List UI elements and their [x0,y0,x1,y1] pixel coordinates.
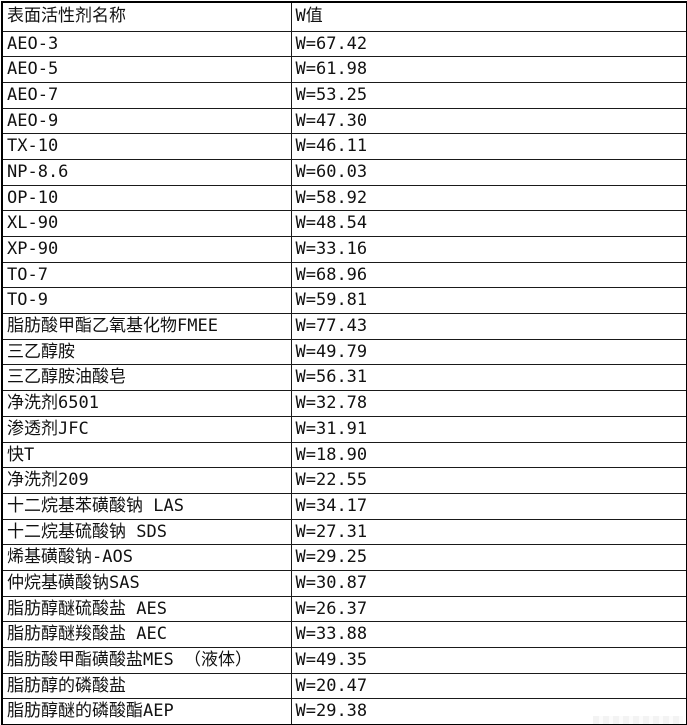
cell-value: W=49.35 [290,647,687,674]
table-row: AEO-7 W=53.25 [1,81,687,109]
cell-name: TO-7 [1,261,292,289]
header-row: 表面活性剂名称 W值 [1,1,687,32]
table-row: TO-7 W=68.96 [1,261,687,289]
table-row: NP-8.6 W=60.03 [1,158,687,186]
table-row: 净洗剂209 W=22.55 [1,467,687,494]
cell-value: W=53.25 [290,81,687,109]
cell-name: 三乙醇胺油酸皂 [1,364,292,392]
table-row: XP-90 W=33.16 [1,236,687,263]
table-row: TX-10 W=46.11 [1,133,687,160]
cell-name: 脂肪酸甲酯磺酸盐MES （液体） [1,647,292,674]
cell-value: W=59.81 [290,287,687,315]
cell-name: TX-10 [1,133,292,160]
table-row: OP-10 W=58.92 [1,184,687,212]
cell-name: 脂肪醇醚硫酸盐 AES [1,595,292,623]
cell-value: W=31.91 [290,415,687,443]
table-row: 仲烷基磺酸钠SAS W=30.87 [1,569,687,597]
cell-name: 快T [1,441,292,469]
cell-name: 十二烷基苯磺酸钠 LAS [1,492,292,520]
table-row: 烯基磺酸钠-AOS W=29.25 [1,544,687,571]
cell-name: 三乙醇胺 [1,338,292,366]
table-row: 脂肪醇的磷酸盐 W=20.47 [1,672,687,700]
cell-value: W=18.90 [290,441,687,469]
cell-value: W=34.17 [290,492,687,520]
cell-name: 渗透剂JFC [1,415,292,443]
cell-value: W=33.16 [290,236,687,263]
cell-name: XL-90 [1,210,292,237]
table-row: 脂肪醇醚硫酸盐 AES W=26.37 [1,595,687,623]
table-row: 十二烷基苯磺酸钠 LAS W=34.17 [1,492,687,520]
cell-value: W=60.03 [290,158,687,186]
table-row: 脂肪醇醚羧酸盐 AEC W=33.88 [1,621,687,648]
table-row: AEO-5 W=61.98 [1,56,687,83]
cell-name: NP-8.6 [1,158,292,186]
cell-name: AEO-3 [1,30,292,58]
cell-name: 净洗剂209 [1,467,292,494]
cell-value: W=30.87 [290,569,687,597]
table-row: XL-90 W=48.54 [1,210,687,237]
cell-name: 脂肪醇醚的磷酸酯AEP [1,698,292,725]
cell-name: AEO-5 [1,56,292,83]
cell-name: 脂肪醇的磷酸盐 [1,672,292,700]
table-body: AEO-3 W=67.42 AEO-5 W=61.98 AEO-7 W=53.2… [1,30,687,725]
cell-value: W=26.37 [290,595,687,623]
cell-name: 十二烷基硫酸钠 SDS [1,518,292,546]
table-row: 快T W=18.90 [1,441,687,469]
cell-value: W=61.98 [290,56,687,83]
table-row: 脂肪醇醚的磷酸酯AEP W=29.38 [1,698,687,725]
table-row: 净洗剂6501 W=32.78 [1,390,687,417]
cell-value: W=48.54 [290,210,687,237]
table-row: TO-9 W=59.81 [1,287,687,315]
table-row: AEO-3 W=67.42 [1,30,687,58]
header-cell-surfactant-name: 表面活性剂名称 [1,1,292,32]
cell-value: W=46.11 [290,133,687,160]
cell-name: 脂肪醇醚羧酸盐 AEC [1,621,292,648]
cell-name: 脂肪酸甲酯乙氧基化物FMEE [1,313,292,340]
cell-value: W=32.78 [290,390,687,417]
cell-name: AEO-9 [1,107,292,135]
table-row: 三乙醇胺 W=49.79 [1,338,687,366]
cell-name: 烯基磺酸钠-AOS [1,544,292,571]
cell-name: XP-90 [1,236,292,263]
table-row: 脂肪酸甲酯磺酸盐MES （液体） W=49.35 [1,647,687,674]
table-row: 渗透剂JFC W=31.91 [1,415,687,443]
cell-value: W=22.55 [290,467,687,494]
cell-value: W=56.31 [290,364,687,392]
cell-name: TO-9 [1,287,292,315]
table-row: 脂肪酸甲酯乙氧基化物FMEE W=77.43 [1,313,687,340]
cell-value: W=67.42 [290,30,687,58]
cell-name: OP-10 [1,184,292,212]
table-row: 三乙醇胺油酸皂 W=56.31 [1,364,687,392]
cell-value: W=29.38 [290,698,687,725]
cell-value: W=29.25 [290,544,687,571]
header-cell-w-value: W值 [290,1,687,32]
cell-name: 仲烷基磺酸钠SAS [1,569,292,597]
cell-value: W=20.47 [290,672,687,700]
cell-value: W=68.96 [290,261,687,289]
cell-name: 净洗剂6501 [1,390,292,417]
table-row: 十二烷基硫酸钠 SDS W=27.31 [1,518,687,546]
cell-value: W=58.92 [290,184,687,212]
cell-value: W=49.79 [290,338,687,366]
table-header: 表面活性剂名称 W值 [1,1,687,32]
cell-value: W=77.43 [290,313,687,340]
table-row: AEO-9 W=47.30 [1,107,687,135]
cell-value: W=27.31 [290,518,687,546]
cell-value: W=33.88 [290,621,687,648]
cell-name: AEO-7 [1,81,292,109]
cell-value: W=47.30 [290,107,687,135]
